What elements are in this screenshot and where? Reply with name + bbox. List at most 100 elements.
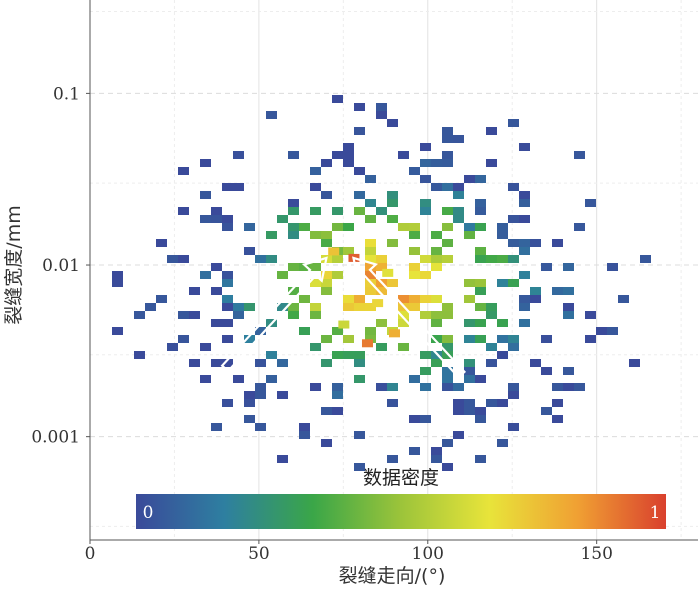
density-cell	[233, 311, 244, 319]
density-cell	[255, 391, 266, 399]
density-cell	[200, 271, 211, 279]
density-cell	[343, 151, 354, 159]
density-cell	[475, 255, 486, 263]
density-hotspot	[372, 299, 384, 308]
density-cell	[464, 359, 475, 367]
density-cell	[222, 319, 233, 327]
density-cell	[431, 255, 442, 263]
density-cell	[310, 343, 321, 351]
density-cell	[563, 367, 574, 375]
density-cell	[332, 207, 343, 215]
density-cell	[255, 383, 266, 391]
density-cell	[321, 359, 332, 367]
density-cell	[321, 159, 332, 167]
colorbar-max-label: 1	[650, 503, 661, 523]
density-cell	[552, 399, 563, 407]
density-cell	[409, 303, 420, 311]
density-cell	[343, 159, 354, 167]
density-cell	[508, 239, 519, 247]
axes: 0 50 100 150 0.1 0.01 0.001	[31, 0, 698, 564]
density-cell	[464, 407, 475, 415]
density-cell	[178, 335, 189, 343]
density-cell	[464, 375, 475, 383]
density-cell	[563, 311, 574, 319]
density-cell	[442, 375, 453, 383]
density-cell	[442, 383, 453, 391]
density-cell	[332, 383, 343, 391]
density-cell	[574, 383, 585, 391]
density-cell	[497, 351, 508, 359]
density-cells	[112, 95, 651, 471]
density-cell	[585, 199, 596, 207]
density-cell	[420, 351, 431, 359]
density-cell	[167, 255, 178, 263]
density-cell	[420, 175, 431, 183]
density-cell	[244, 399, 255, 407]
density-cell	[288, 151, 299, 159]
density-cell	[442, 311, 453, 319]
density-cell	[475, 375, 486, 383]
x-axis-title: 裂缝走向/(°)	[339, 565, 446, 587]
density-cell	[420, 311, 431, 319]
density-cell	[486, 303, 497, 311]
density-cell	[585, 335, 596, 343]
density-cell	[310, 303, 321, 311]
density-cell	[497, 223, 508, 231]
density-cell	[211, 359, 222, 367]
density-cell	[211, 319, 222, 327]
density-cell	[222, 215, 233, 223]
density-cell	[398, 295, 409, 303]
density-cell	[266, 375, 277, 383]
density-cell	[442, 463, 453, 471]
density-cell	[453, 399, 464, 407]
density-cell	[189, 359, 200, 367]
trend-arrows	[220, 256, 467, 379]
density-cell	[508, 183, 519, 191]
density-cell	[233, 183, 244, 191]
density-cell	[288, 231, 299, 239]
density-cell	[365, 255, 376, 263]
density-cell	[376, 383, 387, 391]
density-cell	[365, 239, 376, 247]
density-cell	[354, 167, 365, 175]
density-cell	[431, 247, 442, 255]
density-cell	[486, 343, 497, 351]
density-cell	[541, 263, 552, 271]
density-cell	[332, 223, 343, 231]
density-cell	[519, 271, 530, 279]
density-cell	[332, 351, 343, 359]
density-cell	[442, 223, 453, 231]
density-cell	[112, 327, 123, 335]
x-tick-label: 50	[248, 544, 270, 564]
density-cell	[387, 279, 398, 287]
density-cell	[200, 375, 211, 383]
density-cell	[222, 303, 233, 311]
density-cell	[222, 271, 233, 279]
density-cell	[299, 263, 310, 271]
density-cell	[277, 455, 288, 463]
density-cell	[244, 247, 255, 255]
density-cell	[629, 359, 640, 367]
density-cell	[266, 351, 277, 359]
density-cell	[200, 191, 211, 199]
density-cell	[508, 391, 519, 399]
density-cell	[442, 135, 453, 143]
density-cell	[332, 327, 343, 335]
density-cell	[519, 247, 530, 255]
density-cell	[530, 295, 541, 303]
density-cell	[156, 295, 167, 303]
colorbar-min-label: 0	[143, 503, 154, 523]
density-cell	[156, 239, 167, 247]
density-cell	[145, 303, 156, 311]
density-cell	[332, 151, 343, 159]
density-cell	[409, 223, 420, 231]
y-tick-label: 0.001	[31, 428, 80, 448]
density-cell	[178, 311, 189, 319]
density-cell	[453, 215, 464, 223]
density-cell	[508, 383, 519, 391]
density-cell	[387, 455, 398, 463]
density-cell	[167, 343, 178, 351]
density-cell	[178, 167, 189, 175]
density-cell	[376, 111, 387, 119]
density-cell	[508, 343, 519, 351]
